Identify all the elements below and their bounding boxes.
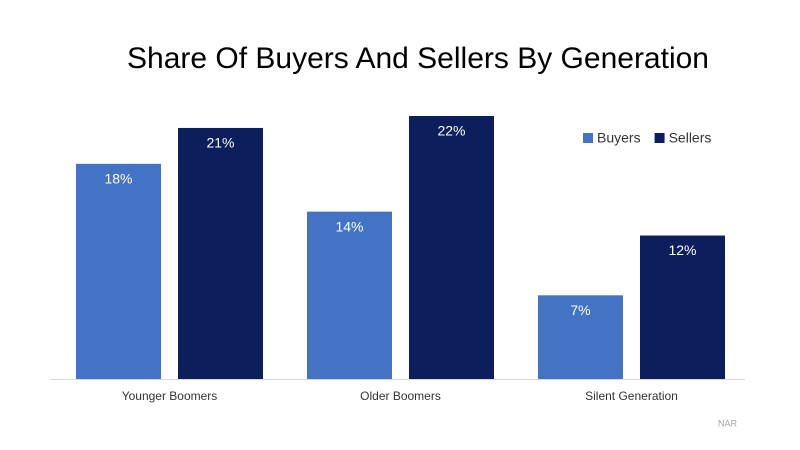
bar (640, 235, 725, 379)
value-label: 22% (437, 123, 465, 139)
legend-label: Buyers (597, 130, 641, 146)
bar (307, 211, 392, 379)
x-tick-label: Older Boomers (360, 389, 441, 403)
value-label: 7% (570, 302, 590, 318)
bar (76, 163, 161, 379)
x-tick-label: Silent Generation (585, 389, 678, 403)
value-label: 14% (335, 218, 363, 234)
chart-title: Share Of Buyers And Sellers By Generatio… (127, 42, 709, 75)
value-label: 12% (668, 242, 696, 258)
legend-swatch (654, 133, 665, 143)
value-label: 18% (104, 171, 132, 187)
source: NAR (718, 418, 738, 428)
legend-label: Sellers (669, 130, 712, 146)
bar (409, 116, 494, 379)
x-tick-label: Younger Boomers (122, 389, 218, 403)
bar (538, 295, 623, 379)
legend-swatch (583, 133, 593, 143)
value-label: 21% (206, 135, 234, 151)
bar (178, 127, 263, 379)
